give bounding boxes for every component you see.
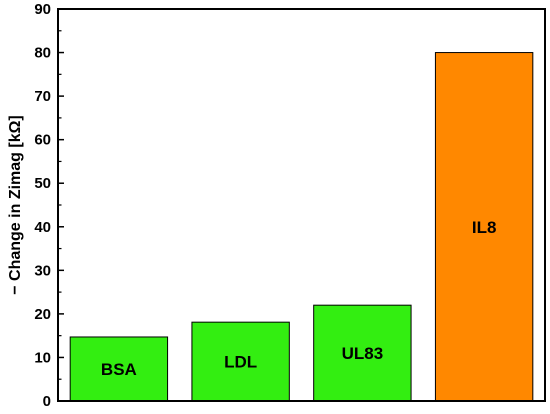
bars-group — [69, 52, 534, 402]
y-tick-label: 20 — [34, 306, 51, 323]
bar-labels-group: BSA LDL UL83 IL8 — [101, 218, 496, 379]
y-tick-label: 50 — [34, 175, 51, 192]
y-tick-label: 70 — [34, 88, 51, 105]
bar-il8 — [434, 52, 534, 402]
y-tick-label: 60 — [34, 132, 51, 149]
bar-bsa — [69, 336, 169, 402]
y-axis-ticks: 0 10 20 30 40 50 60 70 80 90 — [34, 1, 64, 410]
y-axis-title: − Change in Zimag [kΩ] — [7, 115, 24, 295]
y-tick-label: 80 — [34, 45, 51, 62]
bar-ul83 — [313, 304, 412, 402]
bar-label-ldl: LDL — [224, 353, 257, 372]
bar-label-ul83: UL83 — [342, 344, 384, 363]
bar-label-bsa: BSA — [101, 360, 137, 379]
y-tick-label: 30 — [34, 262, 51, 279]
y-tick-label: 10 — [34, 349, 51, 366]
y-tick-label: 90 — [34, 1, 51, 18]
bar-ldl — [191, 321, 290, 402]
y-tick-label: 0 — [43, 393, 51, 409]
plot-frame — [57, 8, 546, 402]
bar-label-il8: IL8 — [472, 218, 497, 237]
y-tick-label: 40 — [34, 219, 51, 236]
